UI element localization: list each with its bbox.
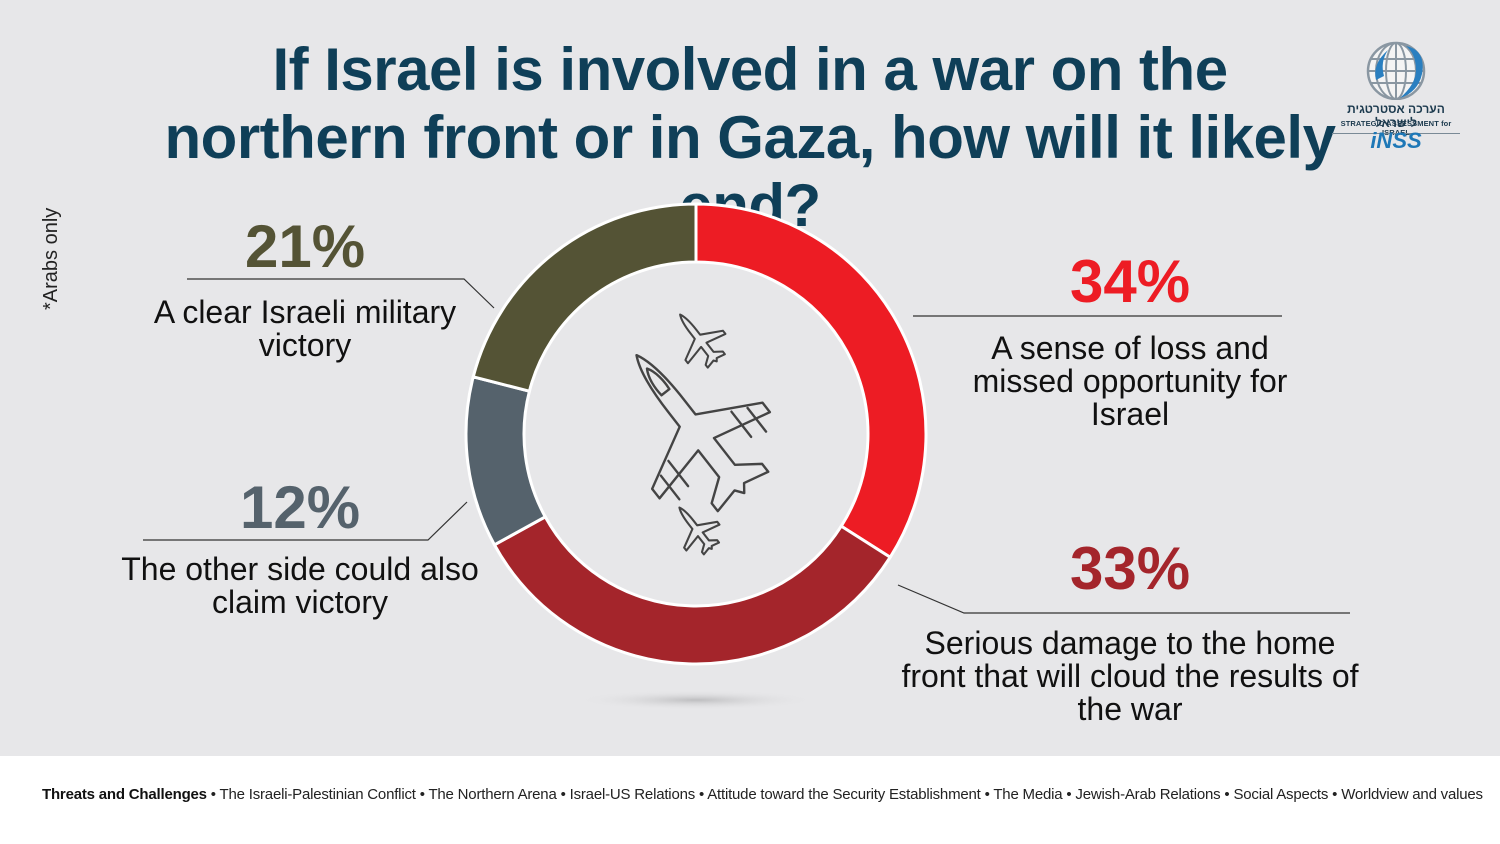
main-panel: If Israel is involved in a war on the no… [40, 36, 1464, 727]
donut-slice-4 [471, 202, 698, 394]
donut-slice-2 [492, 514, 893, 666]
footer-topic-list: • The Israeli-Palestinian Conflict • The… [207, 786, 1483, 803]
donut-slices [464, 202, 928, 666]
value-label-slice-2: 33% [1069, 535, 1191, 602]
logo-brand: iNSS [1370, 128, 1422, 153]
footer-topic-2: The Northern Arena [428, 786, 557, 803]
value-label-slice-3: 12% [239, 474, 361, 541]
donut-slice-3 [464, 374, 548, 547]
leader-lines [143, 278, 1350, 614]
footer-topic-5: The Media [993, 786, 1063, 803]
footer-separator: • [1220, 786, 1234, 803]
category-label-slice-2: Serious damage to the home front that wi… [901, 625, 1359, 727]
donut-chart [143, 202, 1350, 710]
value-label-slice-1: 34% [1069, 248, 1191, 315]
footer-separator: • [1328, 786, 1342, 803]
footer-separator: • [206, 786, 220, 803]
footer-category: Threats and Challenges [42, 786, 207, 803]
fighter-jets-icon [635, 313, 772, 556]
logo-hebrew-text: הערכה אסטרטגית לישראל [1347, 102, 1445, 130]
leader-line-slice-2 [897, 584, 1350, 614]
inss-logo: הערכה אסטרטגית לישראל STRATEGIC ASSESSME… [1328, 40, 1464, 160]
logo-english-text: STRATEGIC ASSESSMENT for ISRAEL [1340, 119, 1452, 137]
category-label-slice-3: The other side could also claim victory [121, 551, 479, 620]
chart-shadow [576, 690, 816, 710]
footer-separator: • [415, 786, 429, 803]
category-label-slice-4: A clear Israeli military victory [153, 294, 457, 363]
donut-slice-1 [694, 202, 928, 560]
footer-separator: • [1062, 786, 1076, 803]
footer-topic-1: The Israeli-Palestinian Conflict [219, 786, 416, 803]
leader-line-slice-4 [187, 278, 495, 309]
footer-topic-8: Worldview and values [1341, 786, 1483, 803]
footer-topic-6: Jewish-Arab Relations [1075, 786, 1221, 803]
footer-separator: • [695, 786, 708, 803]
value-label-slice-4: 21% [244, 213, 366, 280]
logo-divider [1332, 133, 1460, 134]
footer-separator: • [980, 786, 994, 803]
footer-topic-7: Social Aspects [1233, 786, 1329, 803]
chart-title: If Israel is involved in a war on the no… [164, 36, 1336, 239]
globe-icon [1366, 41, 1426, 101]
footer-separator: • [556, 786, 570, 803]
footer-topic-4: Attitude toward the Security Establishme… [707, 786, 981, 803]
footer-topic-3: Israel-US Relations [569, 786, 696, 803]
leader-line-slice-3 [143, 501, 468, 541]
footer-bar: Threats and Challenges • The Israeli-Pal… [0, 756, 1500, 844]
footer-topics: Threats and Challenges • The Israeli-Pal… [42, 786, 1483, 803]
category-label-slice-1: A sense of loss and missed opportunity f… [972, 330, 1288, 432]
